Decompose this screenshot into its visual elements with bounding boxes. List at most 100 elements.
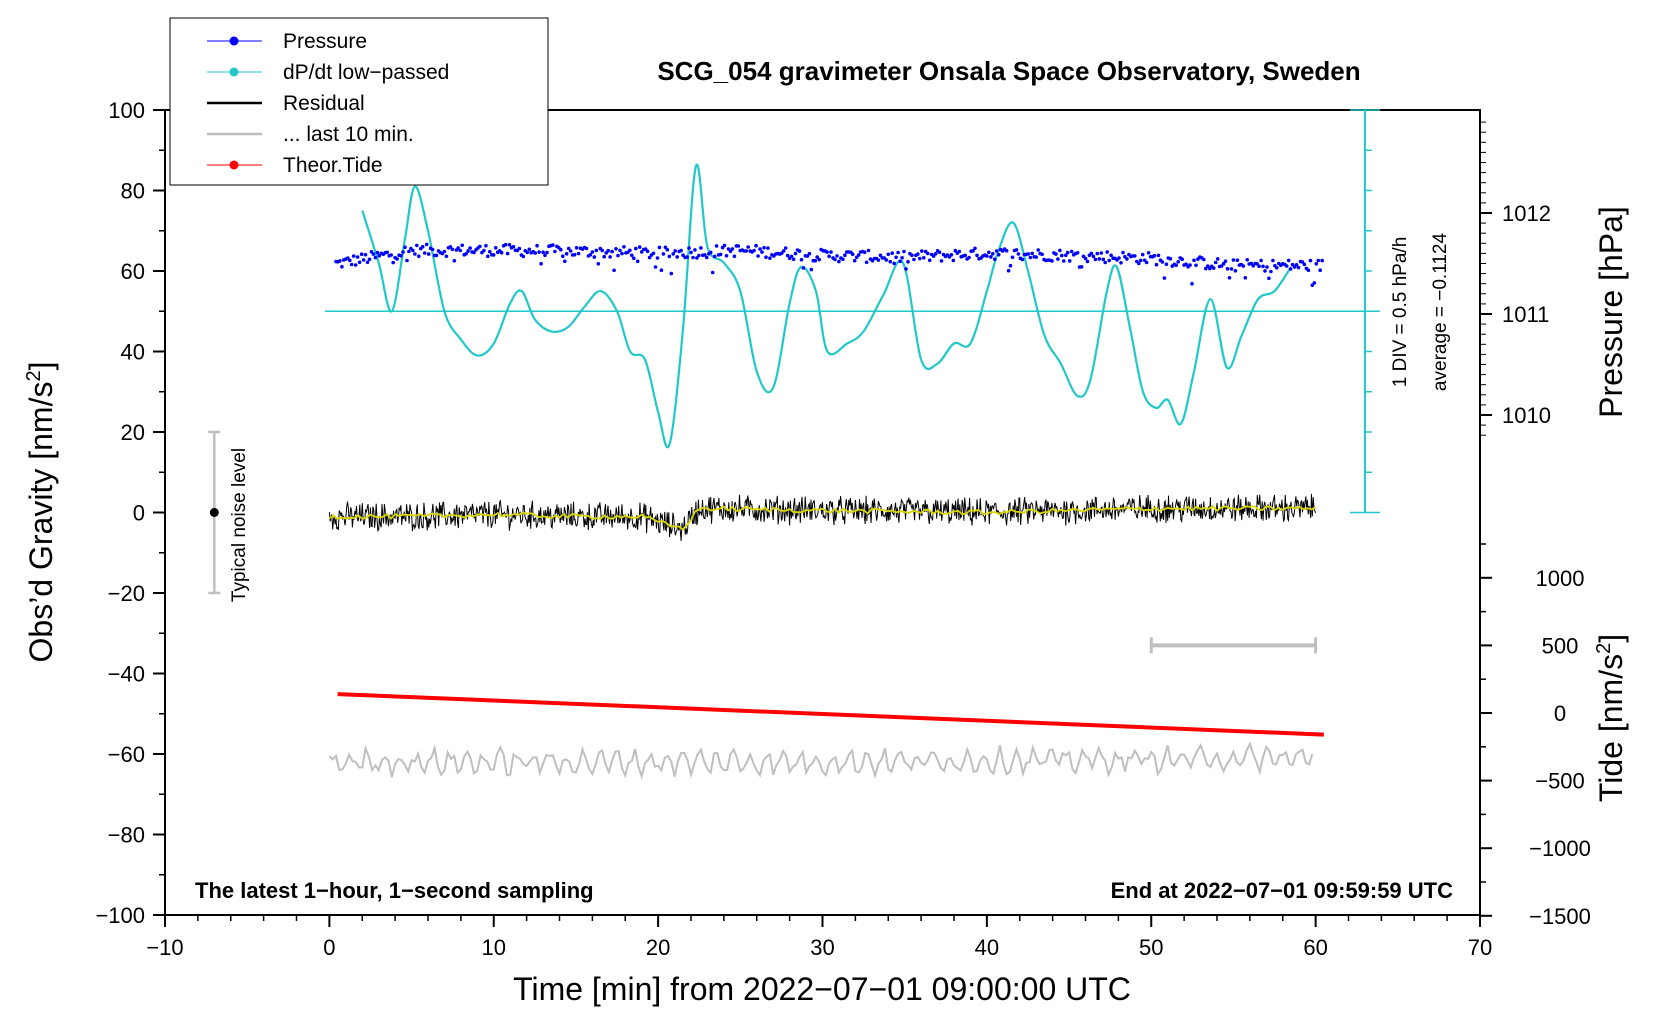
pressure-point (1215, 257, 1220, 261)
pressure-point (850, 252, 855, 256)
pressure-point (768, 256, 772, 261)
legend-item: ... last 10 min. (207, 123, 414, 146)
pressure-point (401, 250, 405, 254)
residual-smoothed-line (328, 504, 1317, 531)
pressure-point (391, 260, 396, 265)
pressure-point (543, 253, 547, 258)
pressure-point (553, 249, 557, 254)
pressure-point (793, 251, 798, 256)
pressure-point (1040, 252, 1044, 257)
pressure-point (628, 248, 632, 253)
pressure-point (1235, 258, 1240, 263)
x-tick-label: 10 (482, 935, 506, 960)
footer-end-time-text: End at 2022−07−01 09:59:59 UTC (1111, 878, 1454, 903)
x-tick-label: −10 (146, 935, 183, 960)
pressure-point (1225, 267, 1230, 271)
pressure-point (1211, 266, 1216, 270)
pressure-point (665, 247, 670, 252)
pressure-point (596, 262, 601, 266)
pressure-point (349, 262, 354, 267)
residual-series-line (328, 493, 1317, 541)
pressure-point (697, 253, 701, 258)
pressure-point (367, 257, 372, 262)
pressure-point (781, 249, 786, 253)
pressure-point (1030, 251, 1034, 256)
pressure-point (764, 255, 768, 259)
y-tick-label: 100 (108, 98, 145, 123)
legend-label: ... last 10 min. (283, 123, 414, 146)
pressure-point (1265, 265, 1269, 269)
pressure-point (732, 254, 737, 259)
pressure-point (783, 246, 788, 250)
pressure-point (817, 257, 821, 262)
pressure-point (714, 244, 719, 248)
pressure-point (906, 260, 910, 264)
pressure-point (789, 254, 794, 259)
legend-label: dP/dt low−passed (283, 61, 449, 84)
pressure-tick-label: 1012 (1502, 201, 1551, 226)
pressure-point (699, 246, 703, 250)
pressure-point (1020, 257, 1025, 262)
pressure-point (1075, 251, 1080, 255)
pressure-point (466, 249, 470, 253)
pressure-point (456, 246, 461, 250)
pressure-point (918, 256, 922, 261)
pressure-point (1286, 258, 1291, 263)
pressure-point (809, 267, 814, 272)
pressure-point (460, 243, 465, 248)
pressure-point (1062, 259, 1066, 263)
pressure-point (533, 251, 537, 255)
pressure-point (1156, 253, 1161, 258)
pressure-point (1101, 257, 1106, 262)
pressure-point (464, 252, 468, 256)
pressure-point (1089, 251, 1094, 256)
pressure-point (389, 253, 394, 257)
pressure-point (994, 249, 999, 253)
pressure-point (815, 255, 819, 259)
pressure-point (736, 244, 741, 248)
pressure-point (521, 254, 526, 259)
pressure-point (634, 246, 638, 251)
pressure-point (752, 248, 756, 253)
pressure-point (996, 252, 1001, 257)
pressure-point (671, 252, 675, 256)
x-tick-label: 20 (646, 935, 670, 960)
pressure-point (572, 252, 577, 257)
pressure-point (1168, 256, 1173, 261)
pressure-point (1184, 262, 1188, 267)
pressure-point (353, 263, 358, 267)
x-tick-label: 70 (1468, 935, 1492, 960)
pressure-point (993, 257, 997, 262)
pressure-point (1006, 268, 1011, 273)
legend-item: dP/dt low−passed (207, 61, 449, 84)
pressure-point (1010, 255, 1015, 260)
data-series (208, 163, 1324, 780)
x-tick-label: 40 (975, 935, 999, 960)
pressure-point (653, 265, 658, 269)
legend-item: Pressure (207, 30, 367, 53)
pressure-point (724, 254, 729, 258)
legend-swatch-marker (229, 36, 239, 46)
pressure-point (517, 246, 522, 251)
pressure-point (691, 255, 695, 260)
pressure-point (561, 254, 565, 258)
pressure-point (1302, 262, 1307, 267)
pressure-point (399, 253, 403, 258)
pressure-point (539, 261, 543, 266)
dpdt-scale (325, 109, 1380, 514)
legend-item: Residual (207, 92, 365, 115)
pressure-point (478, 244, 482, 249)
pressure-point (1064, 253, 1068, 257)
pressure-point (829, 250, 833, 254)
pressure-point (1275, 265, 1279, 270)
pressure-point (1294, 263, 1299, 267)
pressure-point (689, 250, 693, 255)
pressure-point (566, 246, 571, 251)
pressure-tick-label: 1010 (1502, 403, 1551, 428)
pressure-point (695, 256, 699, 260)
pressure-point (722, 243, 727, 248)
pressure-point (963, 253, 967, 258)
y-axis-title-tide: Tide [nm/s2] (1593, 634, 1629, 802)
pressure-point (1300, 260, 1305, 264)
legend: Pressure dP/dt low−passed Residual ... last… (169, 17, 549, 186)
